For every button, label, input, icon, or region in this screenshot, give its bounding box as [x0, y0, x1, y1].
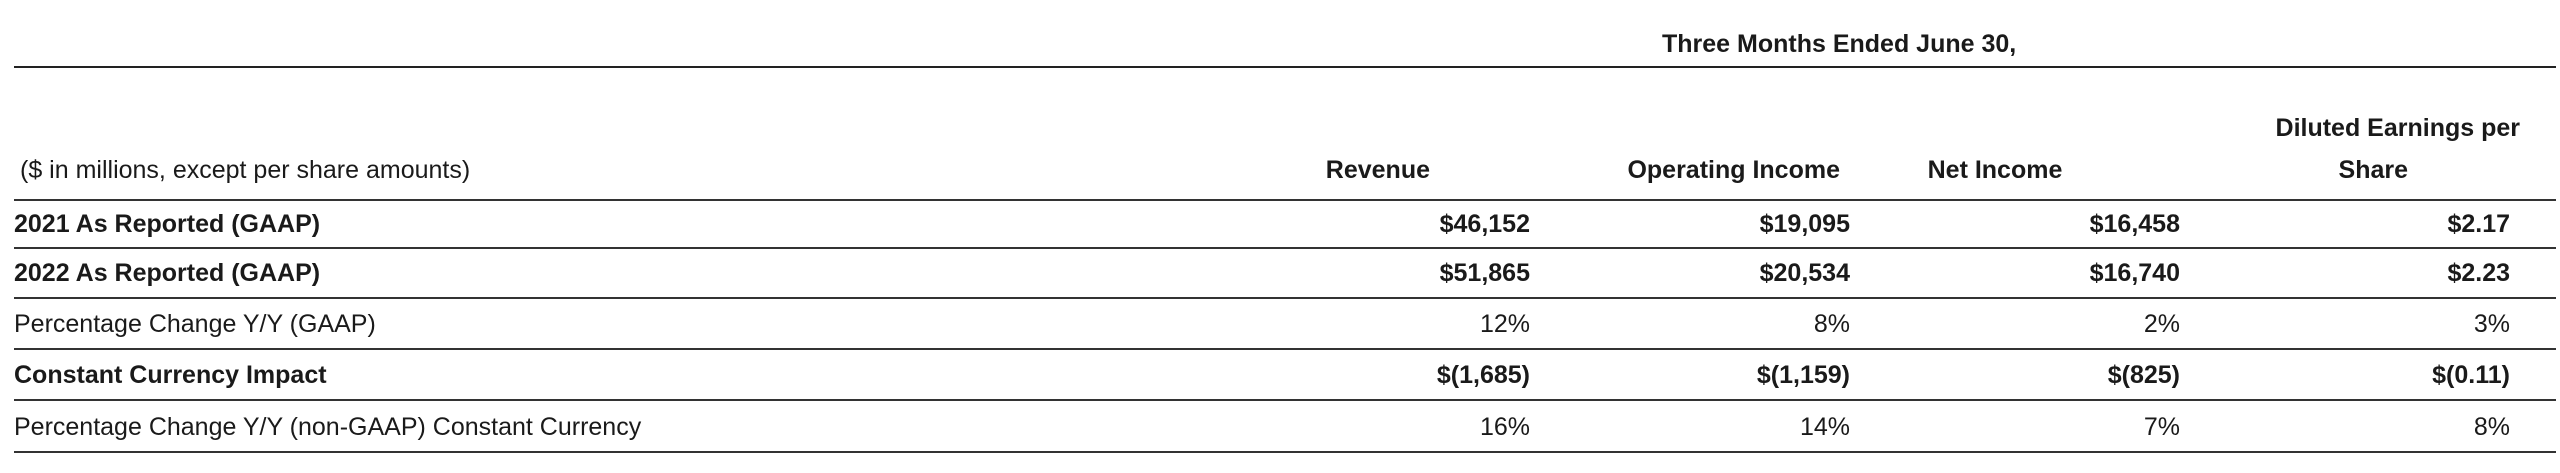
table-cell: 8%: [2473, 413, 2510, 441]
column-header-diluted-eps-line1: Diluted Earnings per: [2275, 114, 2520, 142]
table-cell: 12%: [1479, 310, 1530, 338]
table-cell: $(825): [2107, 361, 2180, 389]
table-cell: $51,865: [1439, 259, 1530, 287]
unit-label: ($ in millions, except per share amounts…: [20, 156, 471, 184]
table-cell: 14%: [1799, 413, 1850, 441]
table-cell: $19,095: [1759, 210, 1850, 238]
row-label: Percentage Change Y/Y (non-GAAP) Constan…: [14, 413, 642, 441]
column-header-diluted-eps-line2: Share: [2338, 156, 2408, 184]
table-cell: 3%: [2473, 310, 2510, 338]
table-cell: 16%: [1479, 413, 1530, 441]
table-cell: 8%: [1813, 310, 1850, 338]
period-title: Three Months Ended June 30,: [1662, 30, 2017, 58]
row-label: 2022 As Reported (GAAP): [14, 259, 321, 287]
table-cell: $2.23: [2447, 259, 2510, 287]
table-cell: 2%: [2143, 310, 2180, 338]
row-label: 2021 As Reported (GAAP): [14, 210, 321, 238]
table-cell: $(0.11): [2432, 361, 2510, 389]
column-header-revenue: Revenue: [1325, 156, 1430, 184]
table-cell: $16,458: [2089, 210, 2180, 238]
row-label: Constant Currency Impact: [14, 361, 327, 389]
column-header-net-income: Net Income: [1927, 156, 2063, 184]
table-cell: $20,534: [1759, 259, 1850, 287]
table-cell: $2.17: [2447, 210, 2510, 238]
row-rule: [14, 247, 2556, 249]
row-rule: [14, 297, 2556, 299]
column-header-operating-income: Operating Income: [1627, 156, 1840, 184]
row-rule: [14, 399, 2556, 401]
table-cell: 7%: [2143, 413, 2180, 441]
top-rule: [14, 66, 2556, 68]
table-cell: $46,152: [1439, 210, 1530, 238]
row-label: Percentage Change Y/Y (GAAP): [14, 310, 376, 338]
table-cell: $(1,159): [1756, 361, 1850, 389]
row-rule: [14, 348, 2556, 350]
bottom-rule: [14, 451, 2556, 453]
header-rule: [14, 199, 2556, 201]
table-cell: $(1,685): [1436, 361, 1530, 389]
table-cell: $16,740: [2089, 259, 2180, 287]
